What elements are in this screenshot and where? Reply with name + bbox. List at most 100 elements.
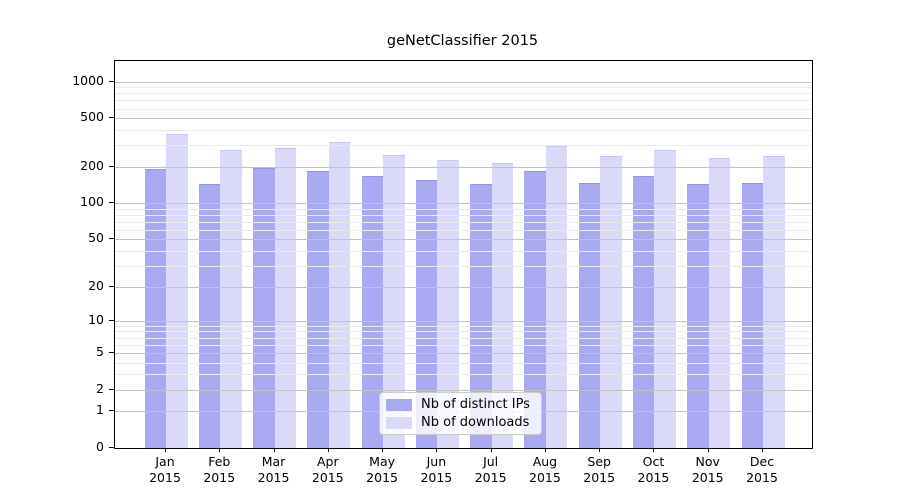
y-tick-200 [109,165,114,167]
x-tick-label-oct: Oct 2015 [637,454,670,485]
x-tick-mar [273,448,275,452]
gridline-minor-900 [115,87,812,89]
legend-row-downloads: Nb of downloads [386,415,535,430]
x-tick-may [382,448,384,452]
bar-downloads-sep [600,155,622,448]
y-tick-1000 [109,80,114,82]
gridline-major-10 [115,320,812,322]
x-tick-jan [165,448,166,452]
gridline-minor-8 [115,331,812,333]
bar-downloads-dec [763,156,785,448]
y-tick-1 [109,410,114,412]
bar-distinct-ips-mar [253,167,275,448]
x-tick-label-nov: Nov 2015 [691,454,724,485]
gridline-minor-40 [115,251,812,253]
x-tick-label-may: May 2015 [366,454,398,485]
gridline-minor-700 [115,100,812,102]
gridline-major-50 [115,239,812,241]
gridline-minor-60 [115,229,812,231]
bar-distinct-ips-nov [687,184,709,448]
y-tick-5 [109,351,114,353]
bar-distinct-ips-jul [470,183,492,448]
gridline-major-5 [115,352,812,354]
y-tick-2 [109,388,114,390]
legend-label-downloads: Nb of downloads [421,415,530,430]
bar-distinct-ips-jun [415,179,438,448]
bar-downloads-oct [654,149,676,448]
y-tick-label-100: 100 [80,194,104,210]
gridline-major-500 [115,118,812,120]
x-tick-label-jul: Jul 2015 [474,454,507,485]
bar-distinct-ips-feb [198,183,221,448]
y-tick-label-50: 50 [88,230,104,246]
gridline-minor-3 [115,374,812,376]
y-tick-label-0: 0 [96,439,104,454]
y-tick-label-10: 10 [88,311,104,327]
legend-swatch-downloads [386,416,412,429]
y-tick-label-5: 5 [96,343,104,359]
gridline-major-100 [115,203,812,205]
x-tick-label-dec: Dec 2015 [746,454,778,485]
bar-downloads-jun [437,160,459,448]
x-tick-jun [436,448,438,452]
y-tick-10 [109,319,114,321]
gridline-minor-90 [115,208,812,210]
y-tick-100 [109,202,114,204]
x-tick-apr [327,448,329,452]
bar-distinct-ips-dec [741,182,763,448]
gridline-minor-6 [115,344,812,346]
bar-downloads-apr [328,142,351,448]
legend-label-distinct-ips: Nb of distinct IPs [421,397,530,412]
bar-downloads-aug [545,145,568,448]
y-tick-500 [109,117,114,119]
bar-downloads-feb [220,149,242,448]
legend-row-distinct-ips: Nb of distinct IPs [386,397,535,412]
gridline-minor-600 [115,108,812,110]
y-tick-label-2: 2 [96,380,104,396]
bar-distinct-ips-may [361,176,384,448]
x-tick-label-aug: Aug 2015 [529,454,561,485]
bar-downloads-jan [166,133,188,448]
x-tick-label-feb: Feb 2015 [203,454,236,485]
y-tick-20 [109,285,114,287]
x-tick-feb [219,448,221,452]
y-tick-label-500: 500 [80,109,104,125]
gridline-major-20 [115,286,812,288]
plot-area: Nb of distinct IPs Nb of downloads [114,60,813,449]
x-tick-oct [653,448,655,452]
gridline-minor-4 [115,362,812,364]
bar-downloads-mar [274,148,297,448]
gridline-minor-9 [115,325,812,327]
gridline-major-2 [115,389,812,391]
y-tick-label-1000: 1000 [72,72,104,88]
x-tick-sep [599,448,601,452]
x-tick-jul [490,448,492,452]
legend-swatch-distinct-ips [386,398,412,411]
y-tick-0 [109,447,114,448]
x-tick-label-sep: Sep 2015 [583,454,616,485]
legend: Nb of distinct IPs Nb of downloads [379,392,542,435]
gridline-minor-70 [115,221,812,223]
x-tick-label-jun: Jun 2015 [420,454,453,485]
y-tick-label-20: 20 [88,277,104,293]
x-tick-label-apr: Apr 2015 [311,454,344,485]
bar-downloads-nov [708,158,731,448]
gridline-minor-30 [115,265,812,267]
chart-title: geNetClassifier 2015 [386,33,539,49]
y-tick-label-200: 200 [80,157,104,173]
x-tick-label-mar: Mar 2015 [257,454,290,485]
x-tick-label-jan: Jan 2015 [149,454,181,485]
gridline-minor-7 [115,337,812,339]
x-tick-dec [762,448,763,452]
gridline-minor-800 [115,93,812,95]
y-tick-50 [109,238,114,240]
x-tick-nov [707,448,709,452]
y-tick-label-1: 1 [96,402,104,418]
bar-distinct-ips-apr [307,170,329,448]
gridline-minor-80 [115,214,812,216]
gridline-major-200 [115,166,812,168]
bar-downloads-jul [491,163,514,448]
gridline-major-1000 [115,81,812,83]
gridline-minor-400 [115,130,812,132]
